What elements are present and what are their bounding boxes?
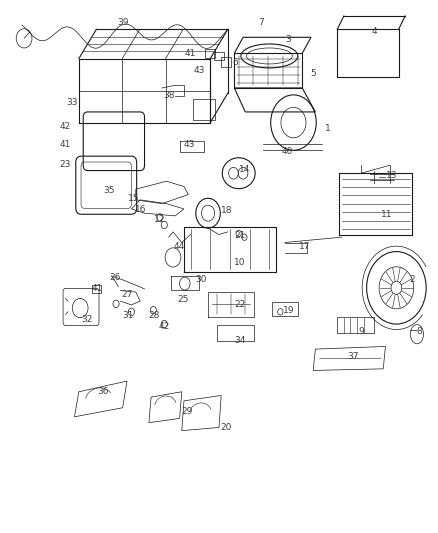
Text: 5: 5 — [310, 69, 316, 78]
Bar — [221, 57, 231, 67]
Text: 6: 6 — [232, 59, 238, 67]
Bar — [337, 317, 374, 333]
Text: 14: 14 — [239, 165, 250, 174]
Text: 27: 27 — [121, 290, 133, 298]
Text: 41: 41 — [59, 141, 71, 149]
Text: 13: 13 — [386, 172, 398, 180]
Text: 3: 3 — [285, 36, 291, 44]
Text: 11: 11 — [381, 210, 392, 219]
Text: 42: 42 — [59, 123, 71, 131]
Text: 43: 43 — [194, 66, 205, 75]
Text: 22: 22 — [234, 301, 246, 309]
Text: 33: 33 — [67, 98, 78, 107]
Text: 38: 38 — [163, 92, 174, 100]
Text: 20: 20 — [220, 423, 231, 432]
Text: 10: 10 — [234, 258, 246, 266]
Bar — [92, 285, 101, 293]
Text: 12: 12 — [154, 215, 166, 224]
Text: 29: 29 — [182, 407, 193, 416]
Text: 15: 15 — [128, 194, 139, 203]
Text: 37: 37 — [347, 352, 358, 360]
Text: 44: 44 — [173, 242, 184, 251]
Bar — [193, 99, 215, 120]
Bar — [217, 325, 254, 341]
Text: 23: 23 — [59, 160, 71, 168]
Text: 8: 8 — [417, 327, 423, 336]
Bar — [205, 49, 215, 58]
Text: 16: 16 — [135, 205, 147, 214]
Text: 30: 30 — [195, 276, 206, 284]
Text: 31: 31 — [122, 311, 134, 320]
Text: 21: 21 — [234, 231, 246, 240]
Text: 42: 42 — [159, 322, 170, 330]
Text: 7: 7 — [258, 18, 264, 27]
Bar — [272, 302, 298, 316]
Text: 41: 41 — [92, 285, 103, 293]
Text: 32: 32 — [81, 316, 92, 324]
Bar — [214, 52, 224, 60]
Text: 1: 1 — [325, 125, 331, 133]
Text: 25: 25 — [177, 295, 189, 304]
Text: 34: 34 — [234, 336, 246, 344]
Text: 41: 41 — [185, 49, 196, 58]
Text: 36: 36 — [97, 387, 109, 396]
Text: 39: 39 — [117, 18, 128, 27]
Text: 2: 2 — [409, 276, 414, 284]
Text: 9: 9 — [358, 327, 364, 336]
Text: 43: 43 — [184, 141, 195, 149]
Text: 19: 19 — [283, 306, 294, 314]
Text: 26: 26 — [109, 273, 120, 281]
Text: 35: 35 — [103, 187, 114, 195]
Text: 28: 28 — [148, 311, 160, 320]
Text: 4: 4 — [372, 28, 377, 36]
Text: 18: 18 — [221, 206, 233, 215]
Text: 40: 40 — [281, 148, 293, 156]
Text: 17: 17 — [299, 242, 310, 251]
